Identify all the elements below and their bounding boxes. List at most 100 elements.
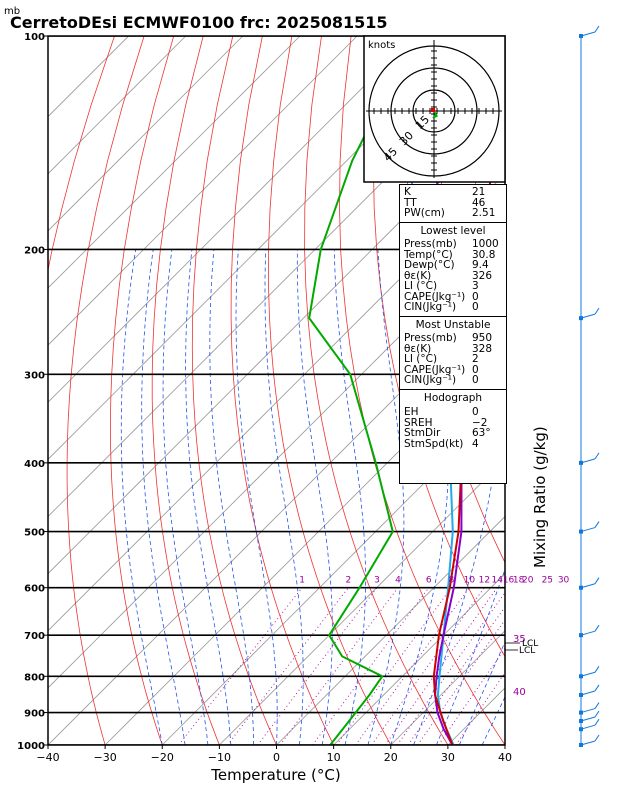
general-index-row: PW(cm) 2.51	[404, 208, 502, 219]
lowest-level-index-label: CAPE(Jkg⁻¹)	[404, 290, 466, 303]
mixing-ratio-line	[407, 606, 505, 745]
general-indices: K 21 TT 46 PW(cm) 2.51	[400, 185, 506, 222]
wind-barb	[579, 727, 583, 732]
hodograph-heading: Hodograph	[423, 391, 483, 404]
x-tick-label: 20	[384, 751, 398, 764]
wind-barb	[579, 460, 583, 465]
lowest-level-index-value: 3	[472, 280, 479, 292]
hodograph-index-row: StmDir 63°	[404, 428, 502, 439]
mixing-ratio-label: 3	[374, 576, 380, 586]
hodograph-units: knots	[368, 40, 395, 51]
hodograph-index-label: SREH	[404, 416, 433, 429]
most-unstable-index-value: 0	[472, 374, 479, 386]
hodograph-trace	[432, 110, 439, 119]
general-index-value: 46	[472, 196, 486, 209]
moist-adiabat	[235, 249, 278, 745]
lowest-level-index-row: CAPE(Jkg⁻¹) 0	[404, 290, 502, 303]
general-index-label: TT	[404, 196, 417, 209]
isotherm	[219, 458, 505, 745]
wind-barb	[579, 743, 583, 747]
isotherm	[562, 36, 618, 745]
y-tick-label: 800	[24, 672, 45, 683]
isotherm	[48, 36, 187, 175]
y-tick-label: 600	[24, 584, 45, 595]
y-tick-label: 300	[24, 370, 45, 381]
mixing-ratio-line	[371, 587, 485, 745]
general-index-label: K	[404, 186, 411, 198]
chart-title: CerretoDEsi ECMWF0100 frc: 2025081515	[10, 13, 388, 32]
x-tick-label: −40	[36, 751, 59, 764]
most-unstable-index-row: LI (°C) 2	[404, 354, 502, 365]
x-tick-label: 40	[498, 751, 512, 764]
mixing-ratio-label: 25	[542, 576, 553, 586]
dewpoint-profile	[308, 36, 416, 745]
hodograph-index-value: 63°	[472, 427, 491, 439]
y-tick-label: 500	[24, 528, 45, 539]
mixing-ratio-label: 6	[426, 576, 432, 586]
lowest-level-index-label: CIN(Jkg⁻¹)	[404, 301, 457, 313]
edge-label-35: 35	[513, 634, 526, 645]
moist-adiabat	[162, 249, 209, 745]
x-tick-label: 30	[441, 751, 455, 764]
most-unstable-heading: Most Unstable	[415, 318, 491, 331]
isotherm	[48, 230, 505, 689]
isotherm	[48, 36, 415, 403]
y-tick-label: 1000	[17, 741, 45, 752]
mixing-ratio-label: 30	[558, 576, 570, 586]
most-unstable-index-value: 328	[472, 342, 493, 355]
mixing-ratio-lines	[178, 587, 505, 745]
most-unstable-index-row: θε(K) 328	[404, 342, 502, 355]
dry-adiabat	[230, 36, 334, 745]
edge-label-40: 40	[513, 687, 526, 698]
hodograph-index-label: StmSpd(kt)	[404, 437, 464, 450]
wind-barb	[579, 692, 583, 697]
isotherm	[48, 173, 505, 632]
most-unstable-index-label: Press(mb)	[404, 332, 457, 344]
wind-barb	[579, 710, 583, 715]
moist-adiabat	[141, 249, 186, 745]
lowest-level-heading: Lowest level	[420, 224, 486, 237]
most-unstable-index-value: 2	[472, 353, 479, 365]
hodograph-index-value: 0	[472, 406, 479, 418]
hodograph-index-row: EH 0	[404, 407, 502, 418]
isotherm	[48, 36, 129, 118]
pressure-axis: 100 200 300 400 500 600 700 800 900 1000	[17, 32, 48, 752]
mixing-ratio-label: 20	[522, 576, 534, 586]
hodograph-indices: EH 0 SREH −2 StmDir 63° StmSpd(kt) 4	[400, 407, 506, 452]
mixing-ratio-line	[257, 587, 378, 745]
general-index-label: PW(cm)	[404, 207, 445, 219]
lowest-level-index-label: Temp(°C)	[404, 248, 453, 261]
lowest-level-index-value: 0	[472, 290, 479, 303]
dry-adiabat	[558, 36, 618, 745]
isotherm	[48, 36, 301, 289]
mixing-ratio-label: 18	[513, 576, 525, 586]
lowest-level-index-label: Press(mb)	[404, 238, 457, 250]
wind-barbs	[579, 25, 600, 747]
mixing-ratio-label: 4	[395, 576, 401, 586]
mixing-ratio-label: 1	[299, 576, 305, 586]
most-unstable-index-label: CAPE(Jkg⁻¹)	[404, 363, 466, 376]
mixing-ratio-line	[396, 591, 505, 745]
lowest-level-index-value: 0	[472, 301, 479, 313]
wind-barb	[579, 529, 583, 534]
lcl-label-2: LCL	[519, 646, 535, 656]
dry-adiabat	[268, 36, 392, 745]
hodograph-index-value: 4	[472, 437, 479, 450]
dry-adiabat	[588, 36, 618, 745]
wind-barb	[579, 674, 583, 679]
general-index-value: 2.51	[472, 207, 496, 219]
mixing-ratio-axis-label: Mixing Ratio (g/kg)	[531, 426, 549, 568]
wind-barb	[579, 316, 583, 321]
y-tick-label: 200	[24, 245, 45, 256]
temperature-axis: −40 −30 −20 −10 0 10 20 30 40	[36, 745, 512, 764]
dry-adiabat	[109, 36, 175, 745]
isotherm	[48, 36, 472, 460]
hodograph-index-label: StmDir	[404, 427, 441, 439]
x-axis-label: Temperature (°C)	[210, 766, 340, 784]
hodograph-index-value: −2	[472, 416, 488, 429]
lowest-level-index-row: Dewp(°C) 9.4	[404, 260, 502, 271]
x-tick-label: −10	[208, 751, 231, 764]
y-tick-label: 100	[24, 32, 45, 43]
x-tick-label: −20	[151, 751, 174, 764]
isotherm	[161, 401, 505, 745]
